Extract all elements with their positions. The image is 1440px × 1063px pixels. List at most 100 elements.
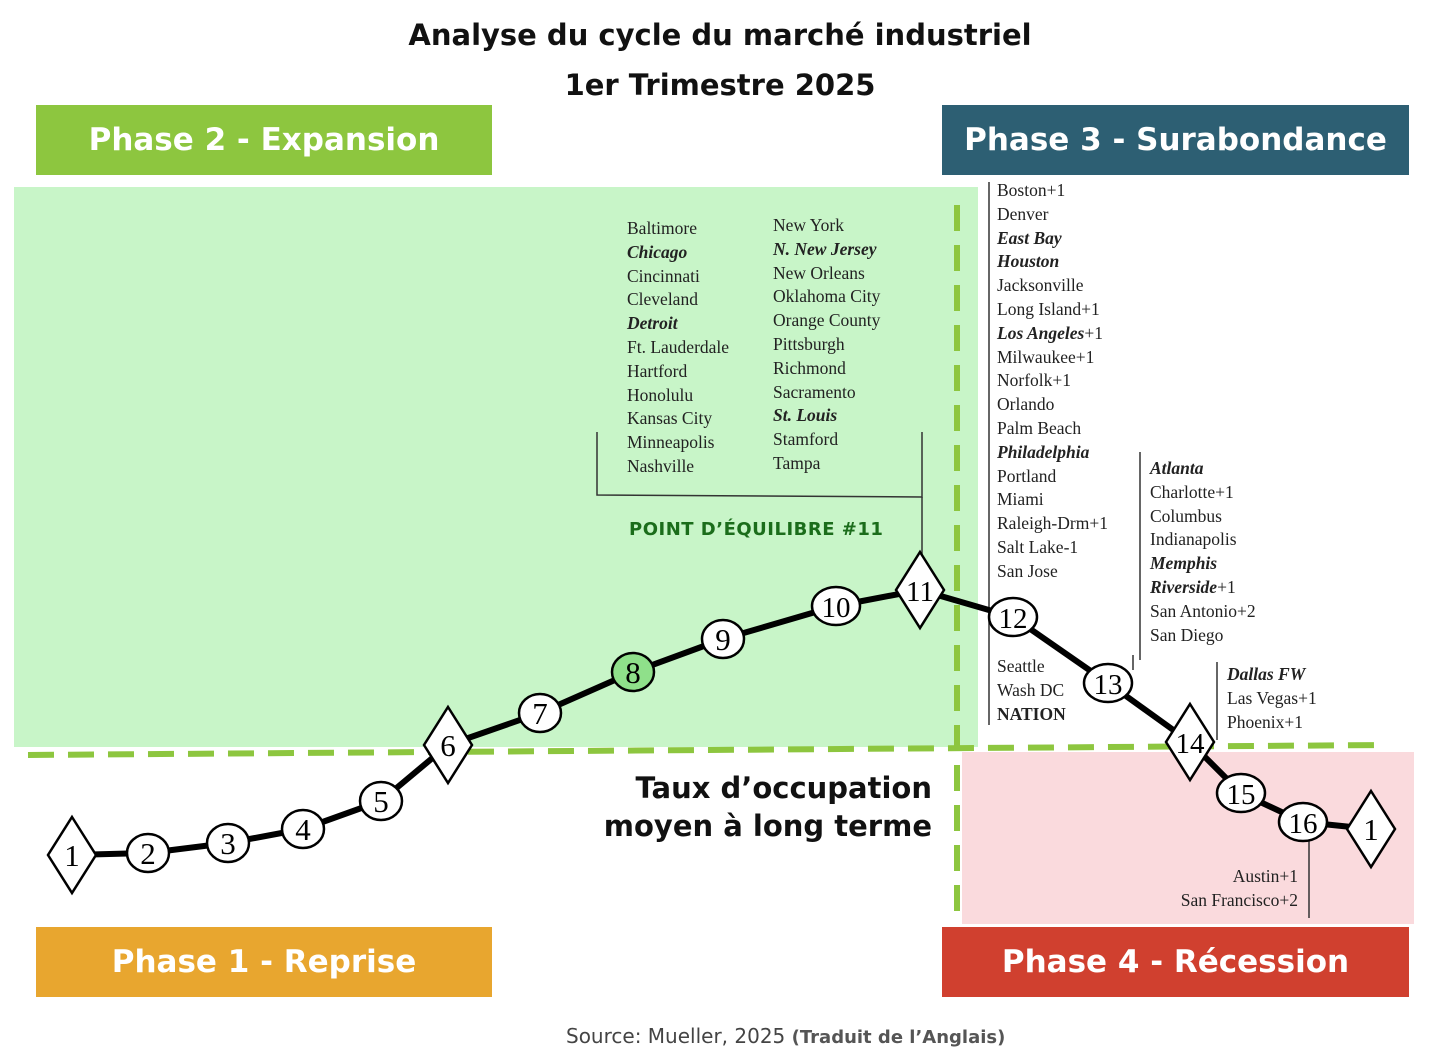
point11-cities-col2: New York N. New Jersey New Orleans Oklahoma… — [773, 214, 880, 476]
city-item: San Jose — [997, 560, 1058, 581]
city-item: Los Angeles+1 — [997, 322, 1103, 343]
diamond-marker — [894, 549, 946, 631]
cycle-point-label: 9 — [715, 622, 731, 657]
cycle-point-17: 1 — [1345, 788, 1397, 870]
phase-hypersupply-banner: Phase 3 - Surabondance — [942, 105, 1409, 175]
city-item: Detroit — [627, 313, 678, 334]
city-item: Stamford — [773, 429, 839, 450]
source-translated: (Traduit de l’Anglais) — [791, 1027, 1006, 1048]
city-item: Kansas City — [627, 408, 713, 429]
city-item: Baltimore — [627, 218, 697, 238]
expansion-zone — [14, 187, 978, 747]
city-item: Cincinnati — [627, 265, 700, 286]
cycle-point-7: 7 — [517, 692, 563, 734]
city-item: Denver — [997, 203, 1049, 224]
circle-marker — [517, 692, 563, 734]
cycle-point-2: 2 — [125, 832, 171, 874]
point12-bottom-cities: Seattle Wash DC NATION — [997, 655, 1066, 726]
city-item: Memphis — [1150, 553, 1218, 574]
phase-expansion-banner: Phase 2 - Expansion — [36, 105, 492, 175]
point14-cities: Dallas FW Las Vegas+1 Phoenix+1 — [1227, 663, 1317, 734]
cycle-point-14: 14 — [1164, 701, 1216, 783]
city-item: Salt Lake-1 — [997, 536, 1079, 557]
cycle-point-label: 4 — [295, 812, 311, 847]
equilibrium-label: POINT D’ÉQUILIBRE #11 — [629, 519, 884, 540]
city-item: Indianapolis — [1150, 529, 1237, 550]
city-item: NATION — [997, 703, 1066, 724]
cycle-point-16: 16 — [1277, 801, 1329, 843]
city-item: N. New Jersey — [773, 238, 877, 259]
city-item: St. Louis — [773, 405, 838, 426]
city-item: Jacksonville — [997, 275, 1084, 296]
cycle-point-4: 4 — [280, 808, 326, 850]
cycle-point-8: 8 — [610, 651, 656, 693]
city-item: San Francisco+2 — [1180, 889, 1298, 910]
point13-cities: Atlanta Charlotte+1 Columbus Indianapolis Me… — [1150, 457, 1256, 647]
point16-cities: Austin+1 San Francisco+2 — [1181, 865, 1298, 913]
phase-recession-banner: Phase 4 - Récession — [942, 927, 1409, 997]
city-item: Tampa — [773, 452, 821, 473]
cycle-point-label: 2 — [140, 836, 156, 871]
city-item: Cleveland — [627, 289, 698, 310]
circle-marker — [280, 808, 326, 850]
city-item: Boston+1 — [997, 180, 1066, 200]
city-item: Seattle — [997, 656, 1045, 676]
city-item: Ft. Lauderdale — [627, 336, 730, 357]
cycle-point-6: 6 — [422, 704, 474, 786]
cycle-point-label: 15 — [1227, 779, 1256, 811]
city-item: Orange County — [773, 310, 881, 331]
cycle-point-15: 15 — [1215, 772, 1267, 814]
city-item: Chicago — [627, 241, 688, 262]
city-item: Nashville — [627, 455, 695, 476]
diamond-marker — [46, 814, 98, 896]
city-item: Wash DC — [997, 679, 1065, 700]
circle-marker — [700, 618, 746, 660]
point11-cities-col1: Baltimore Chicago Cincinnati Cleveland Detro… — [627, 217, 729, 479]
circle-marker — [987, 596, 1039, 638]
cycle-point-label: 7 — [532, 696, 548, 731]
city-item: Houston — [997, 251, 1060, 272]
circle-marker — [1215, 772, 1267, 814]
cycle-point-9: 9 — [700, 618, 746, 660]
cycle-point-10: 10 — [810, 585, 862, 627]
city-item: Dallas FW — [1227, 664, 1306, 684]
occupancy-label-line1: Taux d’occupation — [635, 771, 933, 805]
chart-subtitle: 1er Trimestre 2025 — [564, 68, 876, 102]
circle-marker — [125, 832, 171, 874]
diamond-marker — [1164, 701, 1216, 783]
cycle-point-label: 11 — [906, 576, 934, 608]
city-item: New Orleans — [773, 262, 865, 283]
cycle-point-5: 5 — [358, 780, 404, 822]
city-item: Hartford — [627, 360, 688, 381]
city-item: Oklahoma City — [773, 286, 881, 307]
city-item: Orlando — [997, 394, 1055, 415]
circle-marker — [205, 822, 251, 864]
city-item: Las Vegas+1 — [1227, 687, 1317, 708]
cycle-point-label: 13 — [1094, 669, 1123, 701]
diamond-marker — [422, 704, 474, 786]
city-item: Riverside+1 — [1150, 576, 1236, 597]
source-credit: Source: Mueller, 2025 (Traduit de l’Angl… — [566, 1024, 1005, 1048]
circle-marker — [1277, 801, 1329, 843]
cycle-point-label: 3 — [220, 826, 236, 861]
city-item: Norfolk+1 — [997, 370, 1072, 391]
occupancy-label-line2: moyen à long terme — [603, 809, 932, 843]
city-item: East Bay — [997, 227, 1062, 248]
recession-zone — [962, 752, 1414, 924]
circle-marker — [810, 585, 862, 627]
city-item: Austin+1 — [1232, 866, 1298, 886]
cycle-point-label: 8 — [625, 655, 641, 690]
cycle-point-label: 10 — [822, 592, 851, 624]
cycle-point-1: 1 — [46, 814, 98, 896]
city-item: New York — [773, 215, 844, 235]
circle-marker — [358, 780, 404, 822]
city-item: Charlotte+1 — [1150, 481, 1234, 502]
cycle-point-11: 11 — [894, 549, 946, 631]
point12-cities: Boston+1 Denver East Bay Houston Jacksonvill… — [997, 179, 1108, 584]
cycle-point-3: 3 — [205, 822, 251, 864]
city-item: Minneapolis — [627, 432, 715, 453]
cycle-point-label: 1 — [64, 838, 80, 873]
cycle-point-label: 1 — [1363, 812, 1379, 847]
